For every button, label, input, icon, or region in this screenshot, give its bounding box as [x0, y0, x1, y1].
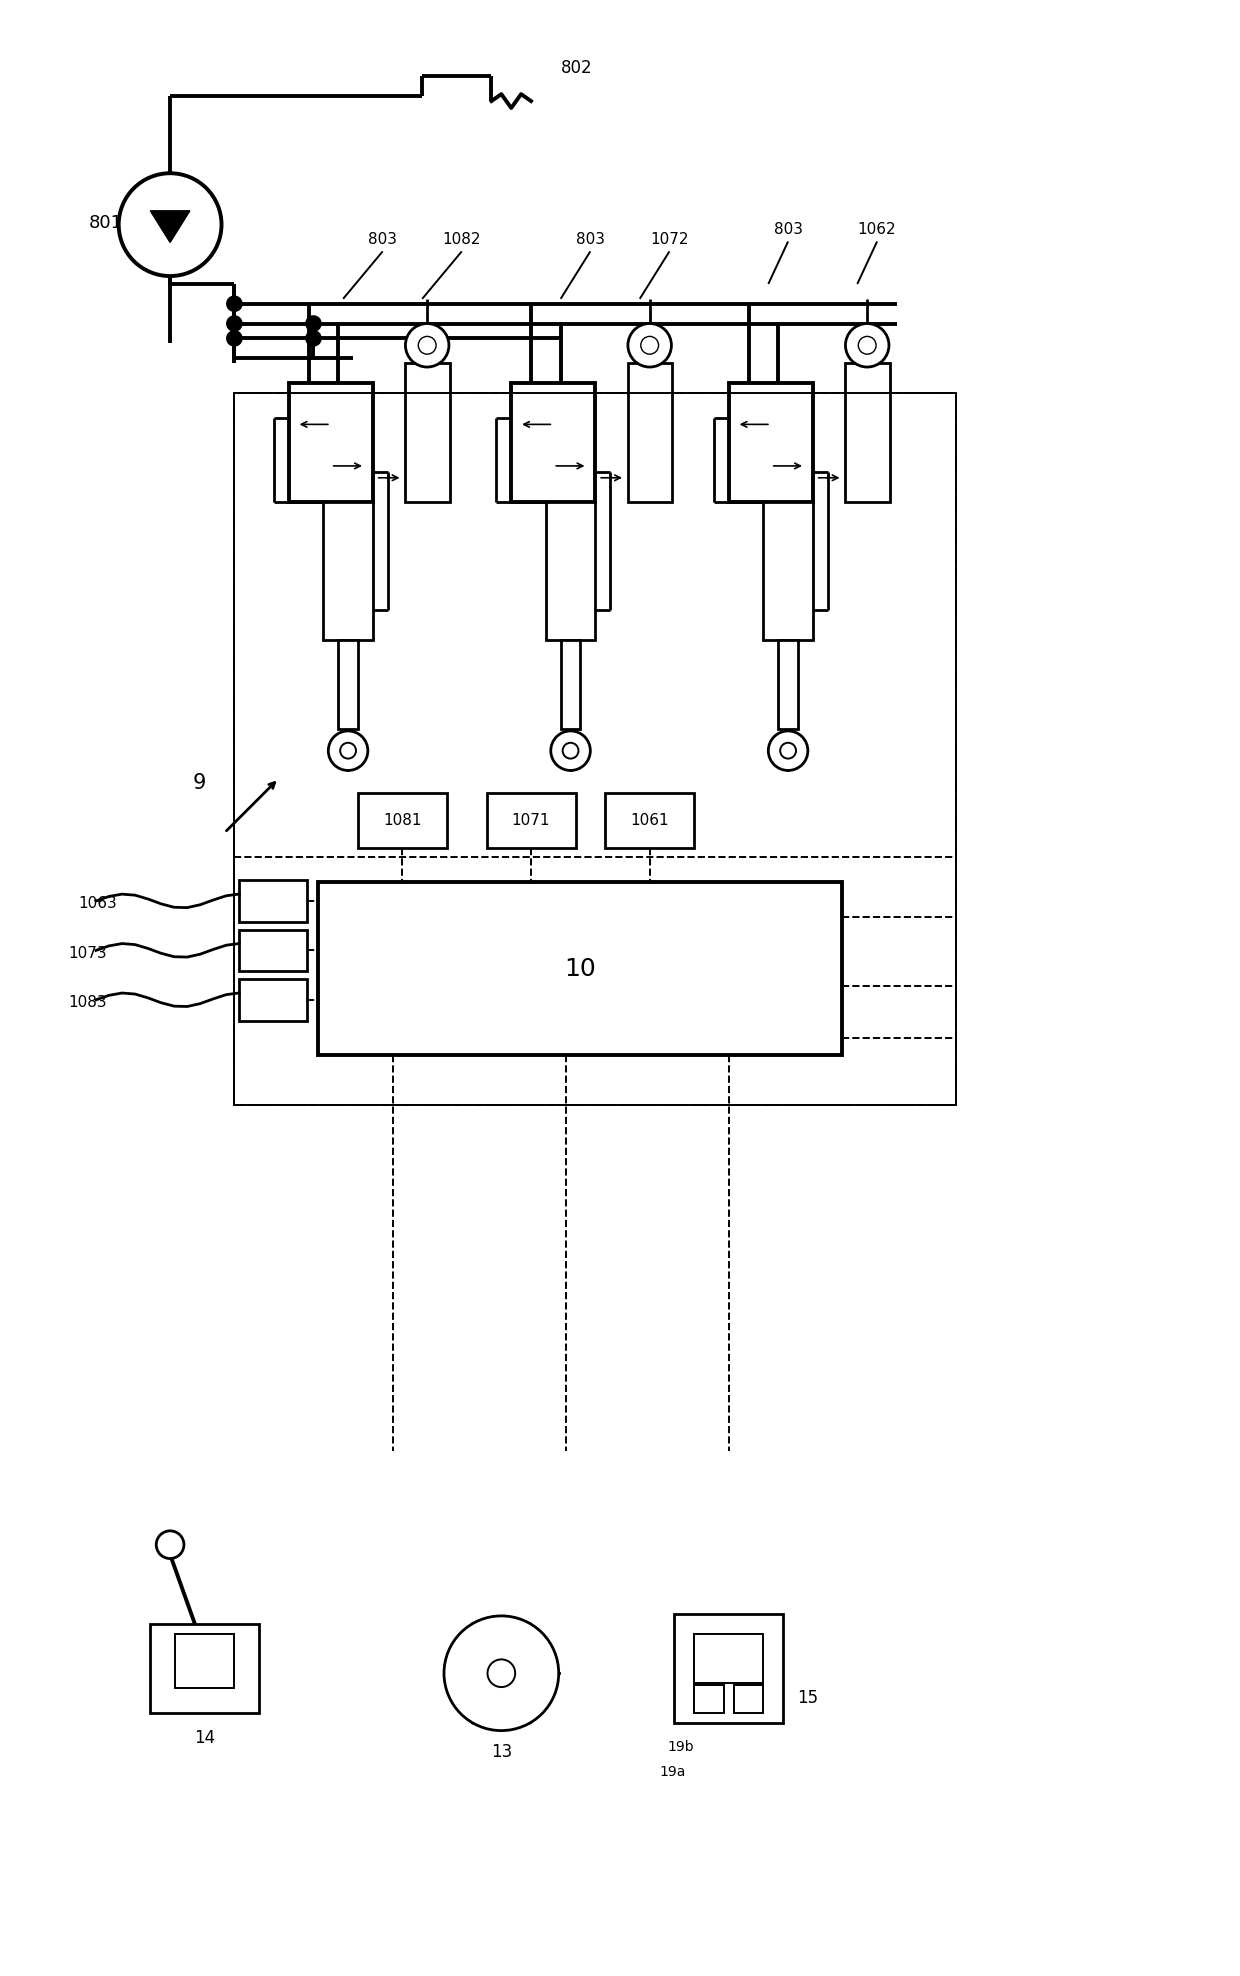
Bar	[239, 929, 306, 970]
Text: 19b: 19b	[667, 1741, 694, 1755]
Circle shape	[487, 1660, 515, 1688]
Bar	[511, 383, 595, 502]
Text: 1062: 1062	[858, 221, 897, 237]
Bar	[694, 1634, 764, 1684]
Text: 1063: 1063	[78, 897, 117, 911]
Text: 801: 801	[89, 213, 123, 231]
Circle shape	[418, 336, 436, 354]
Bar	[175, 1634, 234, 1688]
Bar	[734, 1686, 764, 1713]
Circle shape	[227, 316, 242, 330]
Bar	[339, 640, 358, 729]
Bar	[239, 879, 306, 921]
Circle shape	[769, 731, 808, 771]
Text: 802: 802	[560, 59, 593, 77]
Text: 10: 10	[564, 956, 596, 982]
Circle shape	[563, 743, 579, 759]
Text: 803: 803	[368, 231, 397, 247]
Text: 15: 15	[797, 1689, 818, 1707]
Bar	[239, 978, 306, 1022]
Text: 1083: 1083	[68, 996, 107, 1010]
Text: 1081: 1081	[383, 814, 422, 828]
Bar	[675, 1614, 784, 1723]
Bar	[546, 502, 595, 640]
Text: 13: 13	[491, 1743, 512, 1761]
Circle shape	[156, 1531, 184, 1559]
Text: 9: 9	[193, 773, 206, 792]
Circle shape	[306, 316, 320, 330]
Bar	[405, 364, 450, 502]
Circle shape	[405, 324, 449, 368]
Polygon shape	[150, 211, 190, 243]
Text: 1072: 1072	[650, 231, 688, 247]
Bar	[358, 792, 446, 848]
Circle shape	[858, 336, 877, 354]
Circle shape	[551, 731, 590, 771]
Bar	[694, 1686, 724, 1713]
Circle shape	[340, 743, 356, 759]
Circle shape	[306, 332, 320, 346]
Bar	[605, 792, 694, 848]
Text: 1082: 1082	[443, 231, 481, 247]
Bar	[846, 364, 890, 502]
Bar	[150, 1624, 259, 1713]
Circle shape	[641, 336, 658, 354]
Circle shape	[627, 324, 671, 368]
Circle shape	[444, 1616, 559, 1731]
Bar	[319, 881, 842, 1055]
Bar	[764, 502, 812, 640]
Text: 803: 803	[774, 221, 802, 237]
Text: 1073: 1073	[68, 947, 107, 960]
Bar	[627, 364, 672, 502]
Bar	[779, 640, 799, 729]
Bar	[486, 792, 575, 848]
Bar	[324, 502, 373, 640]
Text: 803: 803	[575, 231, 605, 247]
Text: 14: 14	[195, 1729, 216, 1747]
Circle shape	[846, 324, 889, 368]
Circle shape	[227, 296, 242, 310]
Circle shape	[780, 743, 796, 759]
Text: 1061: 1061	[630, 814, 668, 828]
Text: 1071: 1071	[512, 814, 551, 828]
Circle shape	[119, 174, 222, 277]
Circle shape	[227, 332, 242, 346]
Bar	[289, 383, 373, 502]
Bar	[234, 393, 956, 1105]
Bar	[729, 383, 812, 502]
Text: 19a: 19a	[660, 1765, 686, 1778]
Circle shape	[329, 731, 368, 771]
Bar	[560, 640, 580, 729]
